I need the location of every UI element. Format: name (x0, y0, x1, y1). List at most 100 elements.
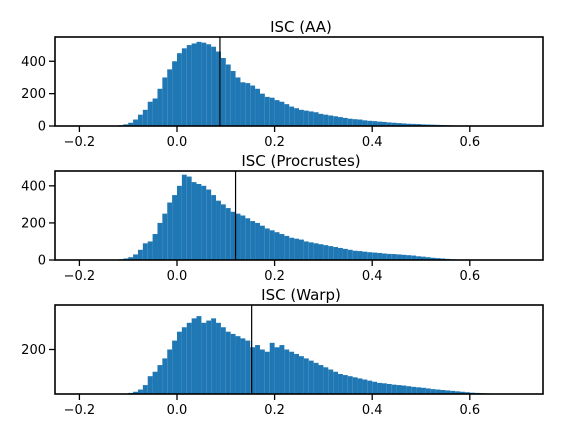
histogram-bar (338, 247, 343, 260)
histogram-bar (220, 204, 226, 261)
histogram-bar (264, 96, 270, 126)
histogram-bar (435, 389, 441, 394)
histogram-bar (196, 316, 202, 395)
histogram-bar (396, 123, 402, 126)
histogram-bar (425, 257, 431, 260)
histogram-bar (313, 362, 319, 394)
histogram-bar (206, 44, 212, 126)
histogram-bar (142, 243, 148, 260)
histogram-bar (225, 208, 231, 260)
histogram-bar (313, 243, 319, 260)
histogram-bar (362, 379, 368, 394)
histogram-bar (137, 389, 143, 394)
histogram-bar (362, 251, 368, 260)
histogram-bar (289, 351, 295, 394)
histogram-bar (381, 253, 387, 260)
histogram-bar (225, 331, 231, 394)
x-tick-label: −0.2 (64, 403, 96, 418)
histogram-bar (250, 221, 256, 260)
histogram-bar (421, 256, 426, 260)
histogram-bar (391, 254, 397, 260)
panel-title: ISC (AA) (270, 18, 332, 36)
histogram-bar (411, 255, 417, 260)
histogram-bar (406, 255, 412, 260)
histogram-bar (264, 228, 270, 260)
histogram-bar (308, 111, 314, 126)
histogram-bar (328, 246, 334, 260)
histogram-bar (240, 82, 246, 126)
histogram-bar (201, 322, 207, 394)
histogram-bar (240, 338, 246, 395)
histogram-bar (137, 114, 143, 126)
histogram-bar (172, 61, 177, 126)
x-tick-label: −0.2 (64, 269, 96, 284)
histogram-bar (377, 382, 382, 395)
y-tick-label: 0 (38, 120, 46, 135)
histogram-bar (352, 119, 358, 126)
x-tick-label: 0.4 (362, 135, 383, 150)
histogram-bar (377, 121, 382, 126)
histogram-bar (240, 215, 246, 260)
histogram-bar (416, 124, 421, 126)
histogram-bar (152, 98, 158, 126)
histogram-bar (284, 104, 290, 126)
y-tick-label: 200 (21, 343, 46, 358)
histogram-bar (147, 101, 153, 126)
histogram-bar (289, 237, 295, 260)
axes-frame (54, 36, 544, 127)
histogram-bar (294, 353, 299, 394)
histogram-bar (162, 213, 168, 260)
histogram-bar (396, 254, 402, 260)
histogram-bar (186, 176, 192, 260)
histogram-bar (211, 195, 217, 260)
histogram-bar (259, 225, 265, 260)
histogram-bar (255, 345, 260, 394)
histogram-bar (328, 115, 334, 126)
histogram-bar (303, 241, 309, 260)
histogram-bar (396, 385, 402, 394)
histogram-bar (196, 41, 202, 126)
histogram-bar (274, 347, 280, 394)
histogram-bar (416, 387, 421, 394)
histogram-bar (128, 122, 134, 126)
panel-title: ISC (Procrustes) (241, 152, 360, 170)
histogram-bar (430, 389, 436, 394)
histogram-bar (303, 110, 309, 126)
histogram-bar (133, 119, 138, 126)
histogram-bar (152, 234, 158, 260)
histogram-bar (381, 121, 387, 126)
histogram-bar (362, 120, 368, 126)
histogram-panel-2: −0.2 0.0 0.2 0.4 0.6 0 200 400 ISC (Procrustes) (21, 152, 544, 284)
histogram-bar (162, 77, 168, 126)
histogram-bar (386, 253, 392, 260)
histogram-bar (299, 356, 304, 394)
histogram-bar (279, 234, 285, 260)
y-tick-label: 400 (21, 55, 46, 70)
histogram-bar (191, 43, 197, 126)
histogram-bar (191, 182, 197, 261)
histogram-bar (391, 122, 397, 126)
histogram-bar (455, 391, 461, 394)
histogram-bar (177, 53, 182, 126)
histogram-bar (352, 377, 358, 394)
histogram-bar (259, 93, 265, 126)
histogram-bar (435, 258, 441, 260)
histogram-bar (157, 365, 163, 394)
histogram-bar (201, 42, 207, 126)
histogram-bar (318, 365, 324, 394)
x-tick-label: 0.0 (167, 403, 188, 418)
histogram-bar (425, 388, 431, 394)
histogram-bar (430, 257, 436, 260)
x-tick-label: 0.6 (459, 135, 480, 150)
histogram-bar (372, 252, 378, 260)
histogram-bar (391, 384, 397, 394)
histogram-bar (264, 351, 270, 394)
histogram-bar (460, 391, 465, 394)
histogram-bar (255, 222, 260, 260)
histogram-bar (308, 242, 314, 260)
histogram-bar (333, 371, 339, 394)
histogram-bar (342, 248, 348, 261)
histogram-bar (211, 46, 217, 126)
histogram-bar (279, 345, 285, 394)
histogram-panel-3: −0.2 0.0 0.2 0.4 0.6 200 ISC (Warp) (21, 286, 544, 418)
